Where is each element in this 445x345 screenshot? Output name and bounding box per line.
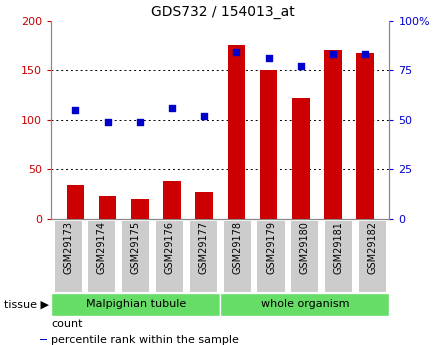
Bar xyxy=(67,185,84,219)
Text: GSM29177: GSM29177 xyxy=(198,221,208,274)
Text: GSM29181: GSM29181 xyxy=(334,221,344,274)
Bar xyxy=(131,199,149,219)
Bar xyxy=(325,220,352,292)
Bar xyxy=(324,50,342,219)
Text: GDS732 / 154013_at: GDS732 / 154013_at xyxy=(150,5,295,19)
Bar xyxy=(258,220,284,292)
Bar xyxy=(224,220,251,292)
Bar xyxy=(55,220,81,292)
Bar xyxy=(89,220,115,292)
Point xyxy=(265,56,272,61)
Bar xyxy=(156,220,183,292)
Bar xyxy=(122,220,149,292)
Bar xyxy=(190,220,217,292)
Point xyxy=(297,63,304,69)
Text: tissue ▶: tissue ▶ xyxy=(4,299,49,309)
Point xyxy=(104,119,111,125)
Text: GSM29174: GSM29174 xyxy=(97,221,107,274)
Bar xyxy=(291,220,318,292)
Text: GSM29179: GSM29179 xyxy=(266,221,276,274)
Bar xyxy=(51,293,220,316)
Text: GSM29178: GSM29178 xyxy=(232,221,242,274)
Point xyxy=(201,113,208,119)
Bar xyxy=(292,98,310,219)
Point xyxy=(233,50,240,55)
Text: Malpighian tubule: Malpighian tubule xyxy=(85,299,186,309)
Text: GSM29180: GSM29180 xyxy=(300,221,310,274)
Point xyxy=(329,52,336,57)
Bar xyxy=(356,53,374,219)
Bar xyxy=(40,339,47,340)
Text: percentile rank within the sample: percentile rank within the sample xyxy=(51,335,239,345)
Text: whole organism: whole organism xyxy=(261,299,349,309)
Bar xyxy=(220,293,389,316)
Bar xyxy=(163,181,181,219)
Text: GSM29173: GSM29173 xyxy=(63,221,73,274)
Bar xyxy=(99,196,117,219)
Bar xyxy=(195,192,213,219)
Text: count: count xyxy=(51,319,83,329)
Bar xyxy=(227,46,245,219)
Bar xyxy=(260,70,277,219)
Text: GSM29176: GSM29176 xyxy=(165,221,174,274)
Text: GSM29182: GSM29182 xyxy=(368,221,377,274)
Point xyxy=(362,52,369,57)
Point xyxy=(72,107,79,113)
Point xyxy=(168,105,175,111)
Text: GSM29175: GSM29175 xyxy=(131,221,141,274)
Point xyxy=(136,119,143,125)
Bar xyxy=(359,220,386,292)
